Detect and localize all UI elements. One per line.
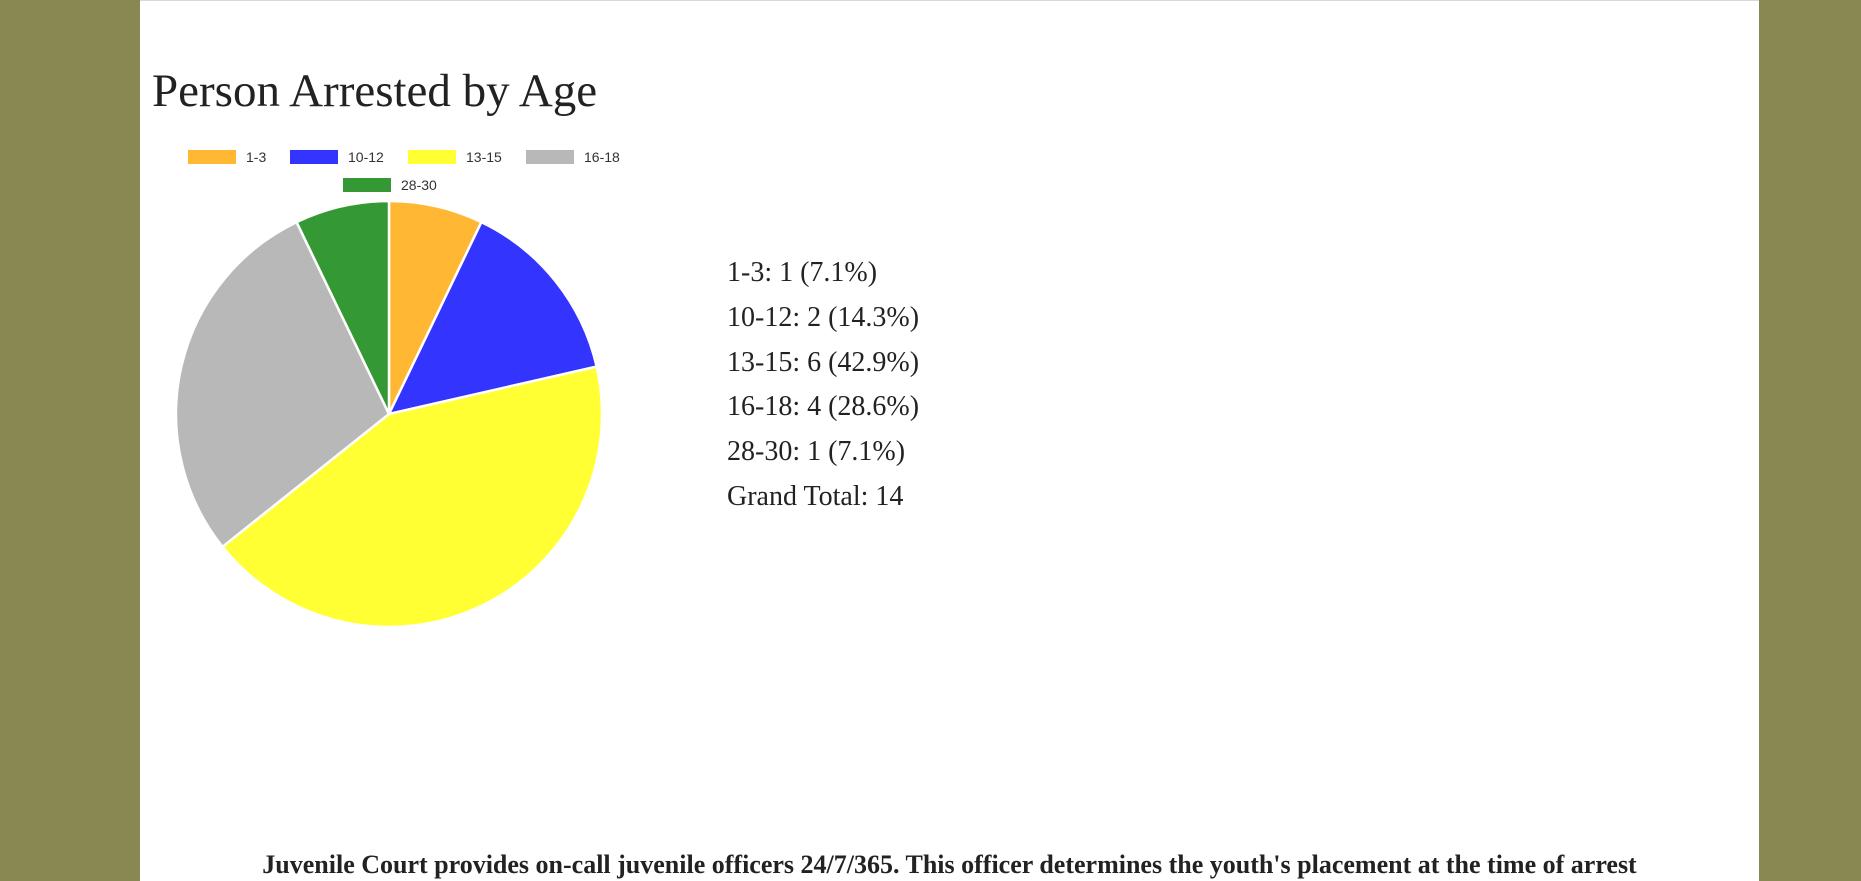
chart-legend: 1-3 10-12 13-15 16-18 28-30 (188, 149, 620, 193)
legend-label-10-12: 10-12 (348, 149, 384, 165)
pie-slice-16-18[interactable] (174, 220, 391, 549)
page-title: Person Arrested by Age (152, 65, 598, 117)
pie-slices (174, 199, 604, 629)
legend-swatch-1-3[interactable] (188, 150, 236, 164)
summary-line-1-3: 1-3: 1 (7.1%) (727, 257, 878, 288)
legend-label-16-18: 16-18 (584, 149, 620, 165)
age-pie-chart: 1-3 10-12 13-15 16-18 28-30 (174, 149, 620, 629)
legend-swatch-16-18[interactable] (526, 150, 574, 164)
grand-total: Grand Total: 14 (727, 480, 904, 512)
summary-line-28-30: 28-30: 1 (7.1%) (727, 436, 906, 468)
legend-swatch-28-30[interactable] (343, 178, 391, 192)
pie-slice-13-15[interactable] (221, 365, 604, 629)
pie-slice-28-30[interactable] (295, 199, 391, 416)
legend-swatch-13-15[interactable] (408, 150, 456, 164)
legend-label-13-15: 13-15 (466, 149, 502, 165)
summary-line-16-18: 16-18: 4 (28.6%) (727, 391, 920, 423)
summary-line-13-15: 13-15: 6 (42.9%) (727, 346, 920, 378)
pie-slice-10-12[interactable] (387, 220, 598, 416)
legend-swatch-10-12[interactable] (290, 150, 338, 164)
report-page: Person Arrested by Age 1-3 10-12 13-15 16-1… (140, 0, 1759, 881)
age-summary: 1-3: 1 (7.1%) 10-12: 2 (14.3%) 13-15: 6 … (727, 251, 919, 520)
legend-label-1-3: 1-3 (246, 149, 266, 165)
legend-label-28-30: 28-30 (401, 177, 437, 193)
footer-note: Juvenile Court provides on-call juvenile… (262, 850, 1637, 879)
summary-line-10-12: 10-12: 2 (14.3%) (727, 301, 920, 333)
